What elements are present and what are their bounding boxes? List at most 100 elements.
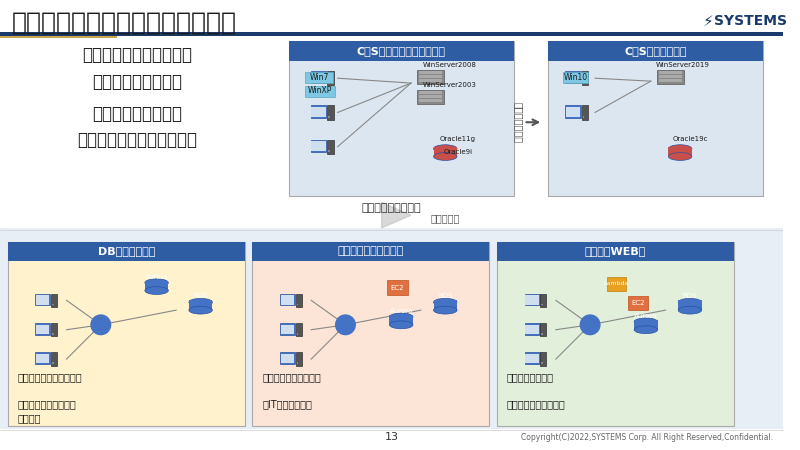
Text: これまでは・・: これまでは・・ (514, 102, 524, 143)
Ellipse shape (434, 145, 457, 153)
FancyBboxPatch shape (310, 71, 326, 84)
FancyBboxPatch shape (566, 73, 580, 83)
FancyBboxPatch shape (296, 294, 302, 307)
FancyBboxPatch shape (419, 99, 442, 102)
FancyBboxPatch shape (328, 150, 330, 152)
FancyBboxPatch shape (582, 105, 588, 120)
Ellipse shape (634, 318, 658, 326)
FancyBboxPatch shape (526, 295, 538, 305)
FancyBboxPatch shape (52, 362, 54, 364)
Text: ・様々な構成が可能に: ・様々な構成が可能に (262, 372, 321, 382)
Text: DBのクラウド化: DBのクラウド化 (98, 247, 155, 256)
FancyBboxPatch shape (253, 242, 490, 261)
Text: Oracle9i: Oracle9i (443, 148, 473, 155)
Ellipse shape (669, 153, 692, 160)
Text: 13: 13 (385, 432, 398, 442)
Circle shape (336, 315, 355, 335)
FancyBboxPatch shape (566, 107, 580, 117)
FancyBboxPatch shape (497, 242, 734, 426)
Text: 中小企業や金融系の
お客様でもクラウドを活用: 中小企業や金融系の お客様でもクラウドを活用 (77, 105, 197, 149)
FancyBboxPatch shape (548, 41, 763, 196)
Ellipse shape (434, 153, 457, 160)
FancyBboxPatch shape (658, 75, 682, 78)
FancyBboxPatch shape (541, 352, 546, 366)
FancyBboxPatch shape (525, 294, 540, 306)
FancyBboxPatch shape (0, 228, 783, 428)
FancyBboxPatch shape (658, 72, 682, 74)
FancyBboxPatch shape (541, 294, 546, 307)
FancyBboxPatch shape (582, 116, 585, 118)
Text: Win10: Win10 (563, 73, 587, 82)
FancyBboxPatch shape (678, 300, 702, 310)
Text: アプリのクラウド配置: アプリのクラウド配置 (338, 247, 404, 256)
FancyBboxPatch shape (289, 41, 514, 196)
Text: EC2: EC2 (390, 285, 404, 291)
FancyBboxPatch shape (0, 5, 783, 445)
FancyBboxPatch shape (328, 116, 330, 118)
FancyBboxPatch shape (306, 86, 334, 97)
FancyBboxPatch shape (35, 352, 50, 364)
Text: アプリのWEB化: アプリのWEB化 (585, 247, 646, 256)
FancyBboxPatch shape (419, 75, 442, 78)
Ellipse shape (434, 298, 457, 306)
FancyBboxPatch shape (541, 323, 546, 336)
FancyBboxPatch shape (145, 281, 168, 291)
FancyBboxPatch shape (36, 295, 50, 305)
FancyBboxPatch shape (582, 82, 585, 84)
Text: ・マネージドサービス
　の活用: ・マネージドサービス の活用 (18, 399, 76, 423)
FancyBboxPatch shape (390, 315, 413, 325)
FancyBboxPatch shape (0, 5, 783, 34)
FancyBboxPatch shape (542, 362, 543, 364)
FancyBboxPatch shape (296, 323, 302, 336)
FancyBboxPatch shape (281, 354, 294, 363)
FancyBboxPatch shape (296, 352, 302, 366)
Text: アプリケーション移行の最新動向: アプリケーション移行の最新動向 (12, 10, 237, 34)
FancyBboxPatch shape (289, 41, 514, 61)
Text: Aurora: Aurora (390, 308, 413, 314)
Text: WinXP: WinXP (308, 86, 332, 95)
FancyBboxPatch shape (657, 70, 684, 84)
FancyBboxPatch shape (634, 320, 658, 330)
FancyBboxPatch shape (297, 333, 298, 335)
FancyBboxPatch shape (417, 90, 444, 104)
Ellipse shape (669, 145, 692, 153)
FancyBboxPatch shape (526, 354, 538, 363)
FancyBboxPatch shape (0, 430, 783, 445)
Text: クラウド化が主流に: クラウド化が主流に (362, 203, 422, 213)
Text: 近年は・・: 近年は・・ (430, 213, 460, 223)
FancyBboxPatch shape (525, 323, 540, 335)
Text: マイグレーション案件で
クラウド活用が主流: マイグレーション案件で クラウド活用が主流 (82, 46, 192, 90)
Text: Oracle11g: Oracle11g (440, 136, 476, 142)
FancyBboxPatch shape (669, 147, 692, 157)
Text: C／S型の最新環境: C／S型の最新環境 (625, 46, 687, 56)
Ellipse shape (678, 298, 702, 306)
Text: SYSTEMS: SYSTEMS (714, 14, 787, 28)
FancyBboxPatch shape (542, 333, 543, 335)
FancyBboxPatch shape (386, 280, 408, 296)
Text: Lambda: Lambda (604, 281, 630, 286)
FancyBboxPatch shape (685, 11, 778, 32)
Ellipse shape (390, 321, 413, 329)
FancyBboxPatch shape (311, 141, 326, 151)
FancyBboxPatch shape (628, 297, 648, 310)
Text: RDS: RDS (682, 293, 697, 299)
FancyBboxPatch shape (658, 79, 682, 82)
FancyBboxPatch shape (526, 325, 538, 334)
FancyBboxPatch shape (306, 72, 333, 83)
FancyBboxPatch shape (606, 277, 626, 291)
FancyBboxPatch shape (542, 304, 543, 306)
Ellipse shape (189, 298, 212, 306)
FancyBboxPatch shape (327, 105, 334, 120)
FancyBboxPatch shape (35, 323, 50, 335)
FancyBboxPatch shape (280, 323, 295, 335)
FancyBboxPatch shape (297, 304, 298, 306)
FancyBboxPatch shape (434, 300, 457, 310)
Text: WinServer2003: WinServer2003 (423, 82, 477, 88)
FancyBboxPatch shape (497, 242, 734, 261)
FancyBboxPatch shape (253, 242, 490, 426)
FancyBboxPatch shape (281, 295, 294, 305)
Text: ・社外からの利用促進: ・社外からの利用促進 (507, 399, 566, 409)
Text: WinServer2008: WinServer2008 (423, 63, 477, 68)
FancyBboxPatch shape (562, 72, 588, 83)
FancyBboxPatch shape (0, 36, 118, 38)
